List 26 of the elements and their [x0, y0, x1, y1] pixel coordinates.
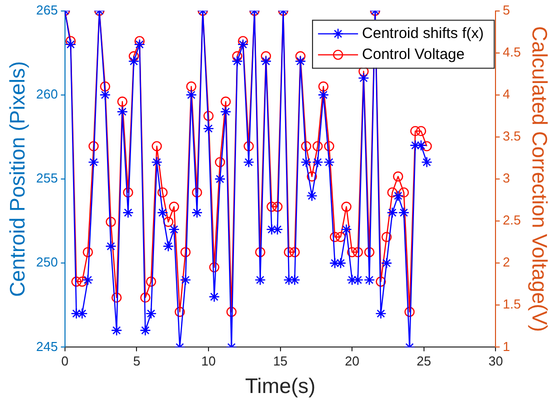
y2-tick-label: 5: [502, 2, 510, 18]
y2-tick-label: 2: [502, 254, 510, 270]
legend-label: Control Voltage: [362, 46, 465, 63]
x-tick-label: 10: [201, 354, 216, 369]
y2-tick-label: 3: [502, 170, 510, 186]
y2-tick-label: 1.5: [502, 296, 521, 312]
y-axis-title: Centroid Position (Pixels): [6, 61, 30, 297]
y2-tick-label: 1: [502, 338, 510, 354]
x-tick-label: 15: [273, 354, 288, 369]
y-tick-label: 255: [36, 170, 58, 186]
y2-tick-label: 2.5: [502, 212, 521, 228]
y2-tick-label: 4: [502, 86, 510, 102]
y2-tick-label: 3.5: [502, 128, 521, 144]
x-tick-label: 0: [61, 354, 69, 369]
y-tick-label: 250: [36, 254, 58, 270]
y2-axis-title: Calculated Correction Voltage(V): [528, 26, 551, 332]
x-axis-title: Time(s): [245, 375, 316, 398]
x-tick-label: 30: [488, 354, 503, 369]
x-tick-label: 5: [133, 354, 140, 369]
y-tick-label: 260: [36, 86, 58, 102]
y-tick-label: 265: [36, 2, 58, 18]
x-tick-label: 20: [344, 354, 360, 369]
legend-label: Centroid shifts f(x): [362, 24, 484, 42]
x-tick-label: 25: [416, 354, 432, 369]
y-tick-label: 245: [36, 338, 58, 354]
y2-tick-label: 4.5: [502, 44, 521, 60]
